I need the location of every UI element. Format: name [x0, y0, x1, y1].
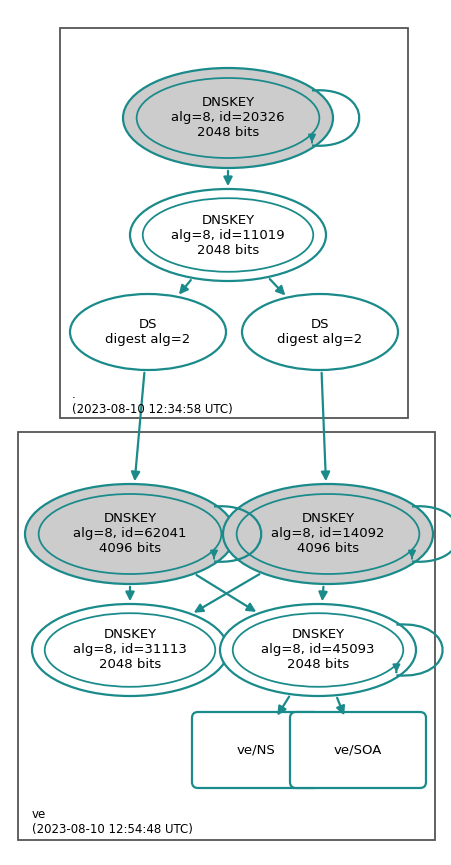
Text: .
(2023-08-10 12:34:58 UTC): . (2023-08-10 12:34:58 UTC): [72, 388, 233, 416]
Bar: [60, 28, 408, 418]
Ellipse shape: [25, 484, 235, 584]
Text: ve/SOA: ve/SOA: [334, 744, 382, 757]
Text: DNSKEY
alg=8, id=20326
2048 bits: DNSKEY alg=8, id=20326 2048 bits: [171, 97, 285, 139]
Ellipse shape: [123, 68, 333, 168]
Text: DNSKEY
alg=8, id=31113
2048 bits: DNSKEY alg=8, id=31113 2048 bits: [73, 629, 187, 671]
Ellipse shape: [130, 189, 326, 281]
Ellipse shape: [70, 294, 226, 370]
Text: DNSKEY
alg=8, id=14092
4096 bits: DNSKEY alg=8, id=14092 4096 bits: [271, 512, 385, 555]
Ellipse shape: [220, 604, 416, 696]
Text: ve
(2023-08-10 12:54:48 UTC): ve (2023-08-10 12:54:48 UTC): [32, 808, 193, 836]
Bar: [18, 432, 435, 840]
Text: DS
digest alg=2: DS digest alg=2: [106, 318, 191, 346]
Ellipse shape: [223, 484, 433, 584]
Ellipse shape: [32, 604, 228, 696]
Text: DNSKEY
alg=8, id=11019
2048 bits: DNSKEY alg=8, id=11019 2048 bits: [171, 214, 285, 257]
Ellipse shape: [242, 294, 398, 370]
Text: DS
digest alg=2: DS digest alg=2: [277, 318, 363, 346]
Text: DNSKEY
alg=8, id=62041
4096 bits: DNSKEY alg=8, id=62041 4096 bits: [73, 512, 187, 555]
FancyBboxPatch shape: [192, 712, 320, 788]
FancyBboxPatch shape: [290, 712, 426, 788]
Text: DNSKEY
alg=8, id=45093
2048 bits: DNSKEY alg=8, id=45093 2048 bits: [261, 629, 375, 671]
Text: ve/NS: ve/NS: [237, 744, 276, 757]
